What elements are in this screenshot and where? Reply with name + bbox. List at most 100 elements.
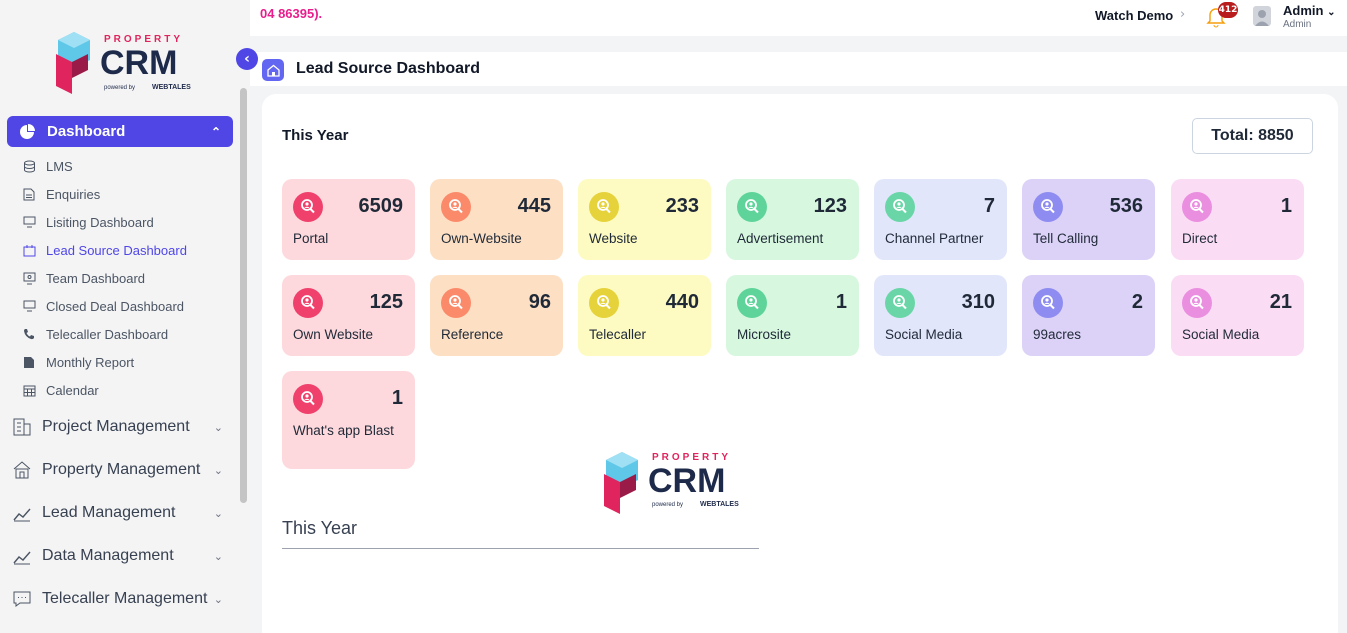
- card-count: 6509: [358, 195, 404, 217]
- sidebar-item-calendar[interactable]: Calendar: [22, 379, 99, 401]
- sidebar-item-lead-source-dashboard[interactable]: Lead Source Dashboard: [22, 239, 187, 261]
- logo-main-text: CRM: [100, 44, 178, 82]
- lead-source-card[interactable]: 310 Social Media: [874, 275, 1007, 356]
- user-name-label: Admin: [1283, 3, 1324, 18]
- sidebar-item-enquiries[interactable]: Enquiries: [22, 183, 100, 205]
- avatar[interactable]: [1253, 6, 1271, 26]
- user-search-icon: [1182, 192, 1212, 222]
- sidebar-item-label: Monthly Report: [46, 354, 135, 370]
- card-count: 2: [1131, 291, 1143, 313]
- card-count: 310: [961, 291, 995, 313]
- lead-source-card[interactable]: 7 Channel Partner: [874, 179, 1007, 260]
- lead-source-card[interactable]: 123 Advertisement: [726, 179, 859, 260]
- notice-text: 04 86395).: [260, 6, 323, 21]
- lead-source-card[interactable]: 96 Reference: [430, 275, 563, 356]
- lead-source-card[interactable]: 233 Website: [578, 179, 711, 260]
- sidebar-item-telecaller-dashboard[interactable]: Telecaller Dashboard: [22, 323, 168, 345]
- lead-source-card[interactable]: 2 99acres: [1022, 275, 1155, 356]
- user-name-dropdown[interactable]: Admin ⌄: [1283, 3, 1335, 18]
- house-icon: [12, 460, 32, 480]
- sidebar-logo[interactable]: PROPERTY CRM powered by WEBTALES: [52, 30, 202, 98]
- logo-top-text: PROPERTY: [652, 452, 732, 463]
- card-label: Reference: [441, 327, 504, 342]
- lead-source-card[interactable]: 445 Own-Website: [430, 179, 563, 260]
- user-search-icon: [737, 192, 767, 222]
- main-panel: [262, 94, 1338, 633]
- sidebar-item-property-management[interactable]: Property Management ⌄: [12, 456, 227, 484]
- lead-source-card[interactable]: 21 Social Media: [1171, 275, 1304, 356]
- chevron-down-icon: ⌄: [213, 550, 223, 563]
- user-avatar-icon: [1255, 10, 1269, 26]
- sidebar-scrollbar[interactable]: [240, 88, 247, 503]
- team-icon: [22, 271, 36, 285]
- sidebar-item-label: Enquiries: [46, 186, 101, 202]
- lead-source-card[interactable]: 125 Own Website: [282, 275, 415, 356]
- file-icon: [22, 355, 36, 369]
- chevron-up-icon: ⌃: [210, 124, 221, 139]
- card-label: Own-Website: [441, 231, 522, 246]
- lead-source-card[interactable]: 1 Direct: [1171, 179, 1304, 260]
- card-label: 99acres: [1033, 327, 1082, 342]
- lead-source-card[interactable]: 536 Tell Calling: [1022, 179, 1155, 260]
- sidebar-item-project-management[interactable]: Project Management ⌄: [12, 413, 227, 441]
- home-icon[interactable]: [262, 59, 284, 81]
- sidebar-item-team-dashboard[interactable]: Team Dashboard: [22, 267, 145, 289]
- page-title: Lead Source Dashboard: [296, 60, 481, 77]
- user-search-icon: [293, 192, 323, 222]
- user-search-icon: [293, 288, 323, 318]
- sidebar-item-data-management[interactable]: Data Management ⌄: [12, 542, 227, 570]
- page-header: [250, 52, 1347, 86]
- center-logo: PROPERTY CRM powered by WEBTALES: [600, 450, 750, 518]
- sidebar-item-telecaller-management[interactable]: Telecaller Management ⌄: [12, 585, 227, 613]
- sidebar-item-closed-deal-dashboard[interactable]: Closed Deal Dashboard: [22, 295, 184, 317]
- sidebar-item-listing-dashboard[interactable]: Lisiting Dashboard: [22, 211, 154, 233]
- card-count: 445: [517, 195, 551, 217]
- total-badge: Total: 8850: [1192, 118, 1313, 154]
- logo-main-text: CRM: [648, 462, 726, 500]
- sidebar-item-label: Project Management: [42, 418, 190, 435]
- chevron-down-icon: ⌄: [213, 593, 223, 606]
- notification-count-badge: 412: [1218, 2, 1238, 18]
- card-label: Social Media: [1182, 327, 1260, 342]
- sidebar-collapse-button[interactable]: ‹: [236, 48, 258, 70]
- card-label: Advertisement: [737, 231, 824, 246]
- card-count: 1: [835, 291, 847, 313]
- sidebar-item-label: Dashboard: [47, 123, 126, 140]
- sidebar-item-dashboard[interactable]: Dashboard ⌃: [7, 116, 233, 147]
- sidebar-item-lms[interactable]: LMS: [22, 155, 73, 177]
- user-search-icon: [293, 384, 323, 414]
- sidebar-item-label: Team Dashboard: [46, 270, 145, 286]
- building-icon: [12, 417, 32, 437]
- watch-demo-link[interactable]: Watch Demo: [1095, 8, 1174, 23]
- card-count: 125: [369, 291, 403, 313]
- sidebar-item-label: Telecaller Dashboard: [46, 326, 169, 342]
- card-count: 1: [391, 387, 403, 409]
- chevron-down-icon: ⌄: [1327, 7, 1336, 18]
- chevron-down-icon: ⌄: [213, 507, 223, 520]
- logo-top-text: PROPERTY: [104, 34, 184, 45]
- card-label: Tell Calling: [1033, 231, 1099, 246]
- card-count: 7: [983, 195, 995, 217]
- user-search-icon: [1033, 192, 1063, 222]
- sidebar-item-lead-management[interactable]: Lead Management ⌄: [12, 499, 227, 527]
- sidebar: PROPERTY CRM powered by WEBTALES Dashboa…: [0, 0, 250, 633]
- sidebar-item-label: Lead Source Dashboard: [46, 242, 187, 258]
- card-label: Social Media: [885, 327, 963, 342]
- card-label: Channel Partner: [885, 231, 984, 246]
- document-icon: [22, 187, 36, 201]
- user-search-icon: [441, 288, 471, 318]
- lead-source-card[interactable]: 440 Telecaller: [578, 275, 711, 356]
- user-search-icon: [1182, 288, 1212, 318]
- lead-source-card[interactable]: 6509 Portal: [282, 179, 415, 260]
- card-count: 233: [665, 195, 699, 217]
- sidebar-item-monthly-report[interactable]: Monthly Report: [22, 351, 134, 373]
- logo-powered-text: powered by: [652, 502, 684, 508]
- monitor-icon: [22, 299, 36, 313]
- section-title: This Year: [282, 518, 358, 538]
- calendar-grid-icon: [22, 383, 36, 397]
- user-search-icon: [1033, 288, 1063, 318]
- card-count: 123: [813, 195, 847, 217]
- lead-source-card[interactable]: 1 What's app Blast: [282, 371, 415, 469]
- card-count: 440: [665, 291, 699, 313]
- lead-source-card[interactable]: 1 Microsite: [726, 275, 859, 356]
